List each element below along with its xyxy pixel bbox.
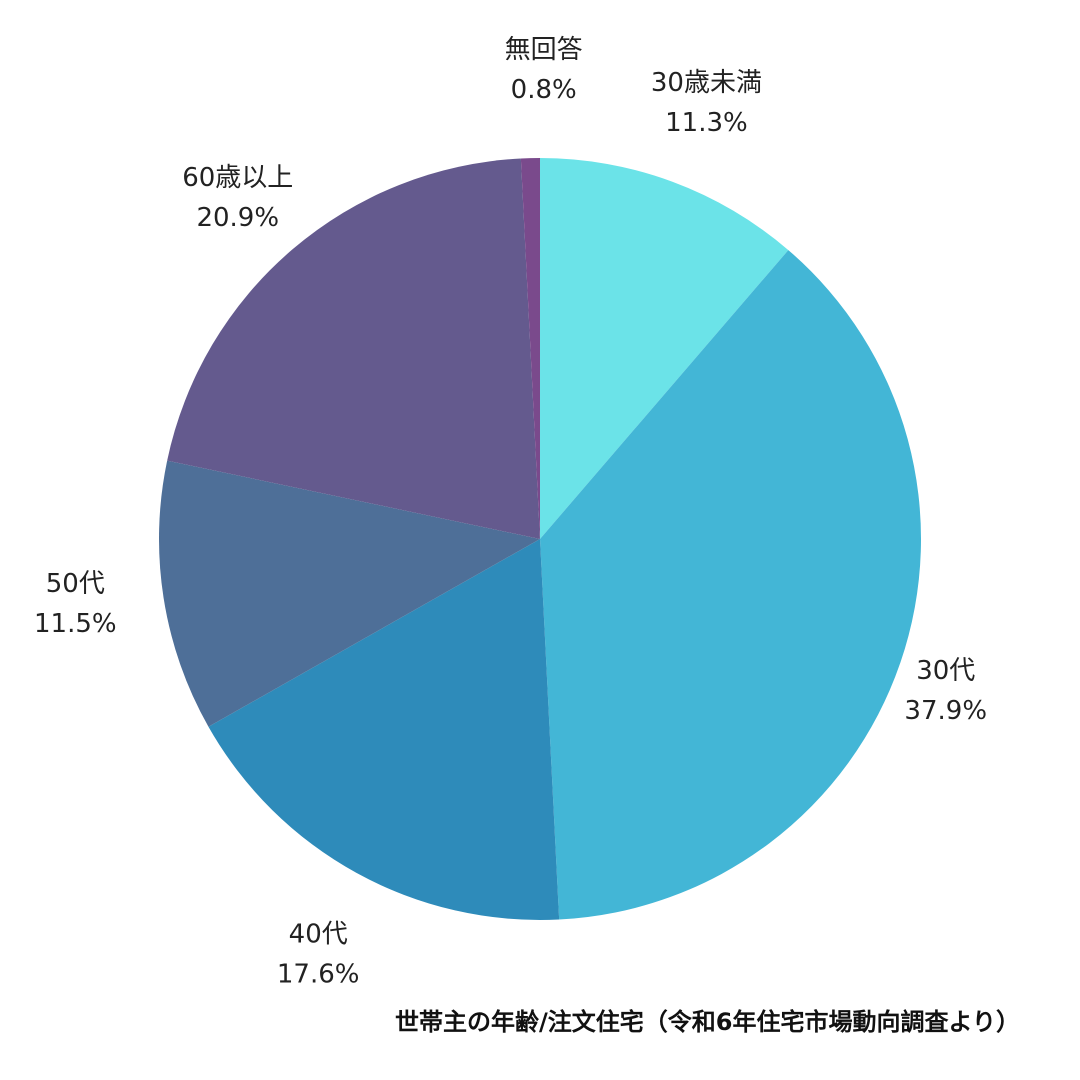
pie-slice-5 <box>167 158 540 540</box>
pie-slices <box>159 158 921 920</box>
slice-value-label: 11.3% <box>665 108 748 138</box>
slice-category-label: 30代 <box>916 656 975 686</box>
pie-slice-1 <box>540 158 789 539</box>
pie-slice-4 <box>159 460 540 727</box>
pie-slice-6 <box>520 158 540 539</box>
slice-value-label: 11.5% <box>34 609 117 639</box>
pie-labels: 30歳未満 11.3% 30代 37.9% 40代 17.6% 50代 11.5% 60歳以上 2… <box>34 35 987 989</box>
pie-slice-2 <box>540 250 921 920</box>
slice-label-group: 30歳未満 11.3% <box>651 68 762 138</box>
pie-slice-3 <box>208 539 560 920</box>
chart-title: 世帯主の年齢/注文住宅（令和6年住宅市場動向調査より） <box>395 1008 1020 1036</box>
slice-label-group: 無回答 0.8% <box>505 35 583 105</box>
slice-category-label: 40代 <box>289 919 348 949</box>
slice-category-label: 50代 <box>46 569 105 599</box>
slice-label-group: 50代 11.5% <box>34 569 117 639</box>
slice-value-label: 17.6% <box>277 959 360 989</box>
slice-label-group: 30代 37.9% <box>904 656 987 726</box>
slice-value-label: 0.8% <box>511 75 577 105</box>
slice-category-label: 無回答 <box>505 35 583 65</box>
slice-label-group: 40代 17.6% <box>277 919 360 989</box>
slice-value-label: 20.9% <box>196 203 279 233</box>
slice-category-label: 30歳未満 <box>651 68 762 98</box>
slice-label-group: 60歳以上 20.9% <box>182 163 293 233</box>
slice-category-label: 60歳以上 <box>182 163 293 193</box>
slice-value-label: 37.9% <box>904 696 987 726</box>
